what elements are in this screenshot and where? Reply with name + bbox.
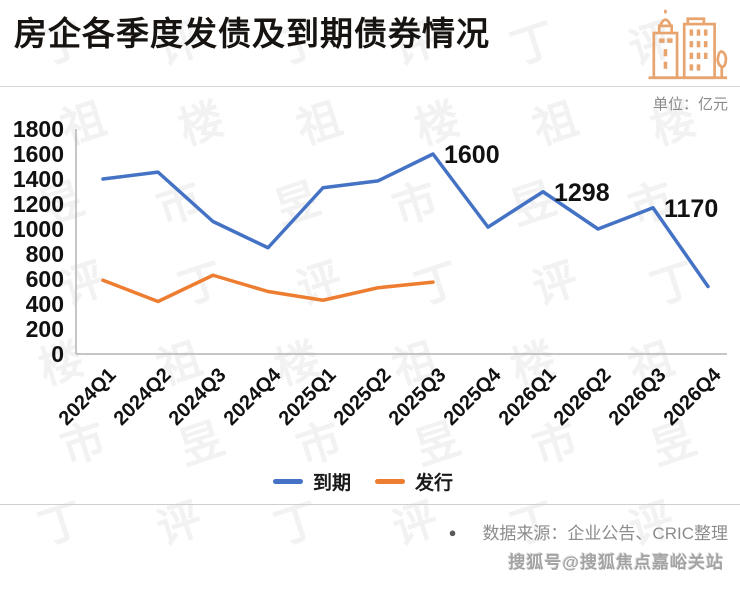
x-tick-label: 2024Q2 (110, 364, 176, 430)
y-tick-label: 1000 (13, 216, 64, 242)
bullet-icon: ● (448, 525, 457, 540)
x-tick-label: 2026Q1 (495, 364, 561, 430)
legend-swatch-maturity (272, 478, 303, 484)
x-tick-label: 2024Q3 (165, 364, 231, 430)
footer: ● 数据来源：企业公告、CRIC整理 搜狐号@搜狐焦点嘉峪关站 (0, 505, 740, 573)
footer-divider (0, 504, 740, 505)
series-line-0 (101, 152, 710, 289)
legend-swatch-issuance (375, 478, 405, 484)
unit-row: 单位：亿元 (0, 87, 740, 114)
x-tick-label: 2024Q1 (55, 364, 121, 430)
x-tick-label: 2025Q3 (385, 364, 451, 430)
legend-label-issuance: 发行 (415, 472, 454, 494)
y-tick-label: 1400 (13, 166, 64, 192)
x-tick-label: 2026Q3 (605, 364, 671, 430)
x-tick-label: 2024Q4 (220, 363, 287, 430)
chart-area: 0 200 400 600 800 1000 1200 1400 1600 1800 2024Q1 2… (0, 114, 740, 462)
x-tick-label: 2026Q2 (550, 364, 616, 430)
series-line-1 (101, 273, 435, 304)
y-tick-label: 1800 (13, 116, 64, 142)
x-tick-label: 2026Q4 (660, 363, 727, 430)
y-tick-label: 1600 (13, 141, 64, 167)
data-source-text: 数据来源：企业公告、CRIC整理 (482, 524, 728, 543)
sohu-watermark: 搜狐号@搜狐焦点嘉峪关站 (508, 553, 724, 572)
data-label: 1170 (664, 195, 718, 223)
legend-label-maturity: 到期 (312, 472, 351, 494)
buildings-icon (640, 8, 732, 89)
page-title: 房企各季度发债及到期债券情况 (14, 15, 490, 52)
x-tick-label: 2025Q2 (330, 364, 396, 430)
y-tick-label: 400 (26, 291, 64, 317)
y-tick-label: 600 (26, 266, 64, 292)
x-tick-label: 2025Q4 (440, 363, 507, 430)
data-source-line: ● 数据来源：企业公告、CRIC整理 (449, 524, 728, 543)
y-tick-label: 1200 (13, 191, 64, 217)
data-label: 1298 (554, 179, 610, 207)
y-tick-label: 800 (26, 241, 64, 267)
header: 房企各季度发债及到期债券情况 (0, 0, 740, 87)
unit-label: 单位：亿元 (652, 96, 728, 113)
y-tick-label: 200 (26, 316, 64, 342)
y-tick-label: 0 (51, 341, 64, 367)
chart-svg: 0200400600800100012001400160018002024Q12… (13, 116, 727, 430)
x-tick-label: 2025Q1 (275, 364, 341, 430)
chart-legend: 到期 发行 (0, 464, 740, 498)
data-label: 1600 (444, 141, 500, 169)
